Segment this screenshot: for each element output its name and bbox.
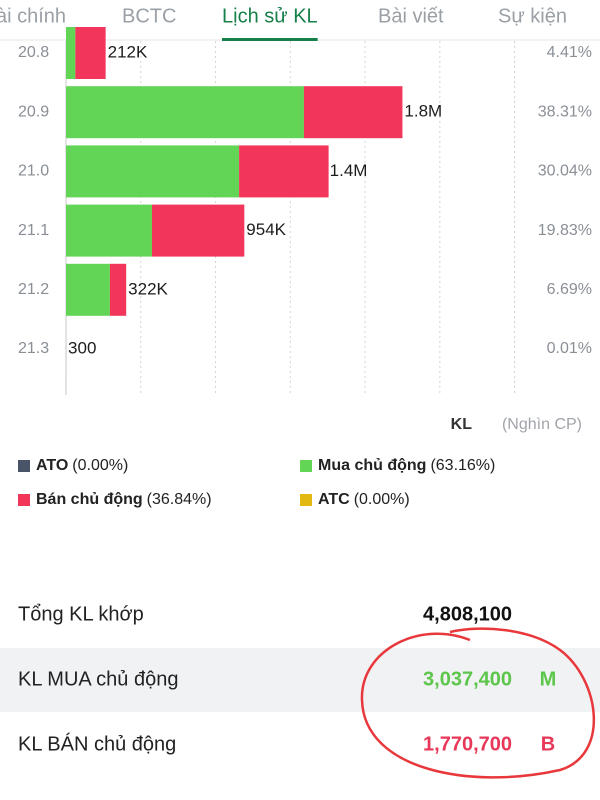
legend-share: (63.16%) xyxy=(430,457,495,474)
total-label: 212K xyxy=(108,42,148,61)
summary-value: 3,037,400 xyxy=(423,668,512,690)
tab[interactable]: BCTC xyxy=(122,5,176,27)
summary-tag: B xyxy=(541,733,555,755)
axis-label: KL xyxy=(451,416,473,433)
price-label: 21.3 xyxy=(18,340,49,357)
tab[interactable]: Bài viết xyxy=(378,5,444,27)
bar-segment xyxy=(66,263,110,316)
legend-share: (36.84%) xyxy=(147,491,212,508)
total-label: 1.8M xyxy=(404,102,442,121)
share-label: 38.31% xyxy=(538,103,592,120)
price-label: 20.8 xyxy=(18,44,49,61)
summary-value: 1,770,700 xyxy=(423,733,512,755)
bar-segment xyxy=(66,204,152,257)
hand-circle xyxy=(360,627,595,779)
share-label: 0.01% xyxy=(547,340,592,357)
bar-segment xyxy=(109,263,127,316)
price-label: 21.1 xyxy=(18,222,49,239)
legend-name: ATO xyxy=(36,457,68,474)
total-label: 322K xyxy=(128,279,168,298)
price-label: 21.0 xyxy=(18,163,49,180)
share-label: 6.69% xyxy=(547,281,592,298)
bar-segment xyxy=(66,145,240,198)
bar-segment xyxy=(66,27,76,79)
summary-value: 4,808,100 xyxy=(423,603,512,625)
legend-swatch xyxy=(300,460,312,472)
axis-unit: (Nghìn CP) xyxy=(502,416,582,433)
bar-segment xyxy=(239,145,329,198)
legend-swatch xyxy=(300,494,312,506)
bar-segment xyxy=(75,27,106,79)
legend-name: ATC xyxy=(318,491,350,508)
share-label: 19.83% xyxy=(538,222,592,239)
row-bg xyxy=(0,648,600,712)
tab[interactable]: Sự kiện xyxy=(498,5,567,27)
legend-swatch xyxy=(18,494,30,506)
price-label: 21.2 xyxy=(18,281,49,298)
summary-label: Tổng KL khớp xyxy=(18,603,144,625)
share-label: 4.41% xyxy=(547,44,592,61)
tab[interactable]: Lịch sử KL xyxy=(222,5,318,27)
tab[interactable]: ài chính xyxy=(0,5,66,27)
summary-label: KL BÁN chủ động xyxy=(18,732,176,755)
total-label: 954K xyxy=(246,220,286,239)
share-label: 30.04% xyxy=(538,163,592,180)
legend-name: Mua chủ động xyxy=(318,457,426,474)
bar-segment xyxy=(303,86,403,139)
total-label: 300 xyxy=(68,338,96,357)
bar-segment xyxy=(151,204,245,257)
tab-underline xyxy=(222,38,318,41)
summary-label: KL MUA chủ động xyxy=(18,668,178,690)
legend-swatch xyxy=(18,460,30,472)
price-label: 20.9 xyxy=(18,103,49,120)
summary-tag: M xyxy=(540,668,557,690)
total-label: 1.4M xyxy=(330,161,368,180)
legend-share: (0.00%) xyxy=(354,491,410,508)
bar-segment xyxy=(66,86,304,139)
legend-share: (0.00%) xyxy=(72,457,128,474)
legend-name: Bán chủ động xyxy=(36,491,143,508)
